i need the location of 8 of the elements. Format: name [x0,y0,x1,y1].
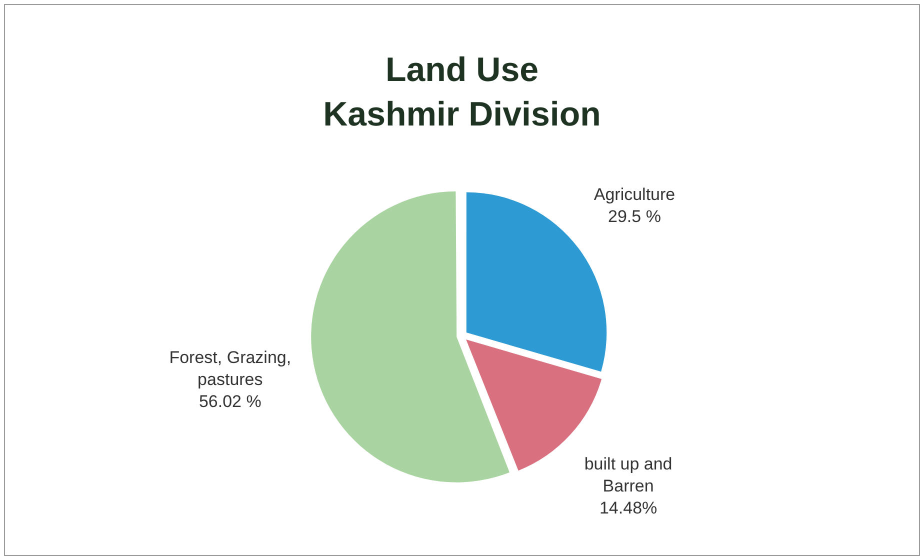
data-label: 56.02 % [198,392,262,411]
slice-label: Agriculture [594,184,676,204]
data-label: 29.5 % [608,206,661,226]
chart-subtitle: Kashmir Division [323,96,601,134]
data-label: 14.48% [599,498,658,518]
slice-label: Forest, Grazing, pastures [169,348,292,389]
chart-title: Land Use [385,50,539,89]
slice-label: built up and Barren [584,454,672,496]
